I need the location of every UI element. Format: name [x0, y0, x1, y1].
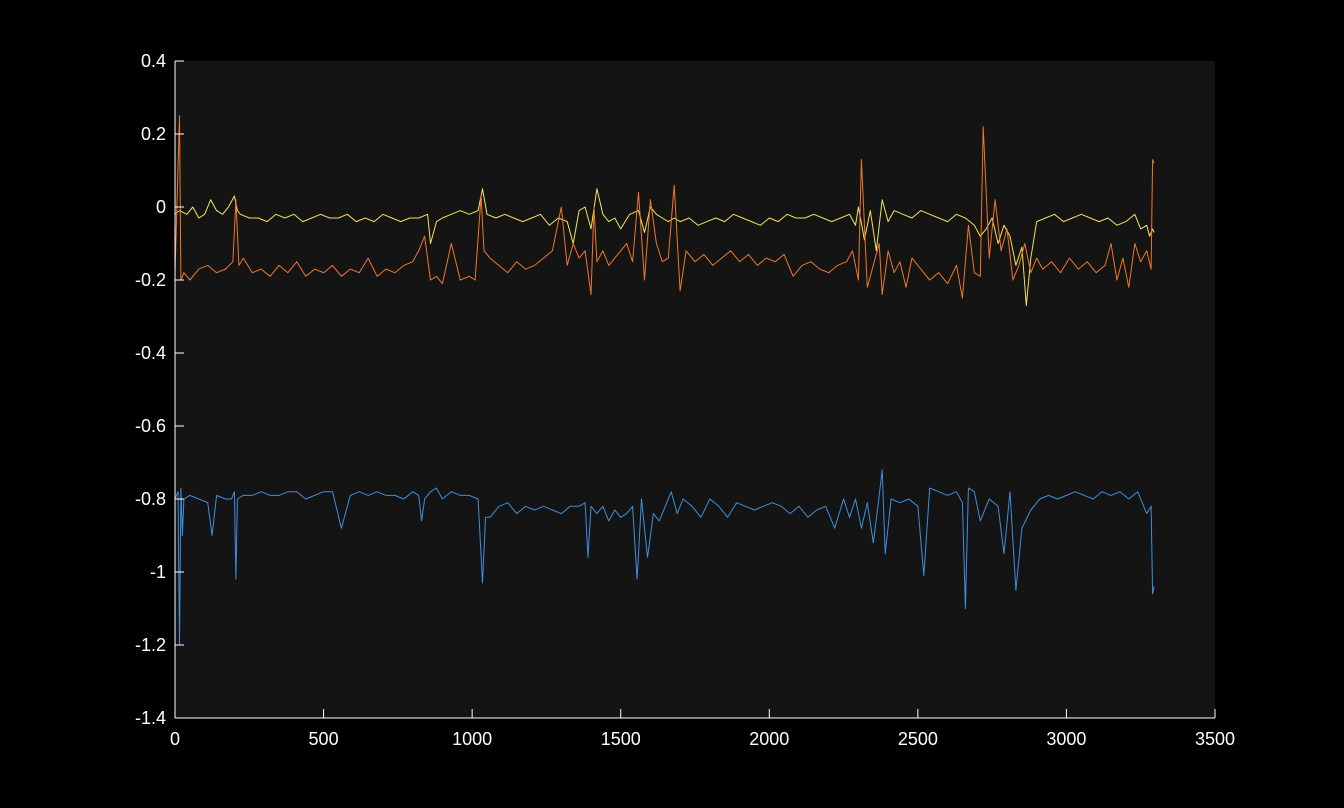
y-tick-label: 0.4	[141, 51, 166, 71]
plot-area	[175, 61, 1215, 718]
series-line-3	[174, 469, 1155, 646]
x-tick-label: 1500	[601, 729, 641, 749]
y-axis-ticks: 0.4 0.2 0 -0.2 -0.4 -0.6 -0.8 -1 -1.2 -1.4	[135, 51, 184, 728]
y-tick-label: -1.4	[135, 708, 166, 728]
y-tick-label: -0.6	[135, 416, 166, 436]
y-tick-label: -0.4	[135, 343, 166, 363]
y-tick-label: -1	[150, 562, 166, 582]
y-tick-label: 0.2	[141, 124, 166, 144]
y-tick-label: -1.2	[135, 635, 166, 655]
x-axis-ticks: 0 500 1000 1500 2000 2500 3000 3500	[170, 709, 1235, 749]
series-line-2	[174, 115, 1155, 299]
x-tick-label: 2500	[898, 729, 938, 749]
x-tick-label: 3000	[1046, 729, 1086, 749]
x-tick-label: 0	[170, 729, 180, 749]
x-tick-label: 1000	[452, 729, 492, 749]
x-tick-label: 3500	[1195, 729, 1235, 749]
x-tick-label: 2000	[749, 729, 789, 749]
y-tick-label: -0.2	[135, 270, 166, 290]
y-tick-label: 0	[156, 197, 166, 217]
x-tick-label: 500	[309, 729, 339, 749]
series-line-1	[174, 188, 1155, 307]
y-tick-label: -0.8	[135, 489, 166, 509]
series-layer	[174, 115, 1155, 646]
